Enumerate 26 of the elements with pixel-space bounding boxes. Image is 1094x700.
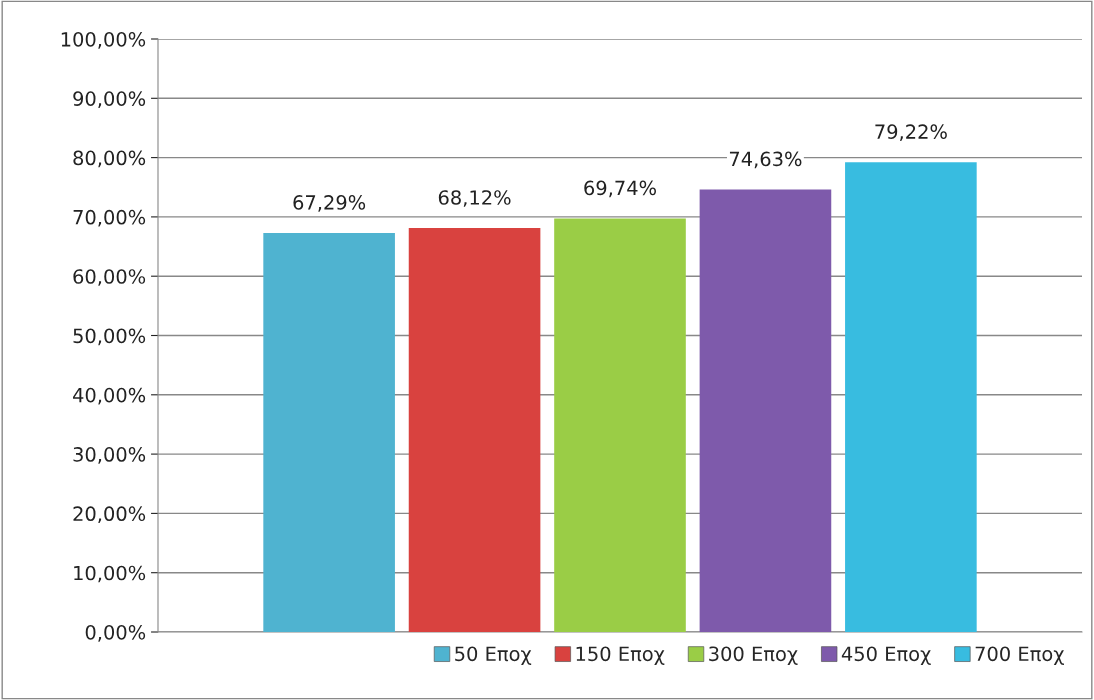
bar	[408, 228, 541, 632]
y-tick-label: 20,00%	[73, 506, 146, 524]
y-tick-label: 10,00%	[74, 565, 146, 583]
y-tick-label: 40,00%	[73, 387, 146, 405]
data-label: 79,22%	[875, 124, 947, 141]
y-tick-label: 50,00%	[73, 328, 146, 346]
y-tick-label: 60,00%	[73, 269, 146, 286]
legend-label: 50 Εποχ	[455, 646, 532, 665]
y-tick-label: 100,00%	[61, 31, 146, 49]
legend-label: 450 Εποχ	[841, 646, 931, 665]
bar	[263, 232, 395, 632]
bar	[699, 189, 832, 632]
bar	[845, 162, 977, 632]
bar	[554, 218, 686, 632]
y-tick-label: 80,00%	[73, 150, 146, 168]
data-label: 74,63%	[729, 151, 802, 169]
data-label: 69,74%	[584, 180, 656, 198]
data-label: 68,12%	[438, 190, 511, 207]
legend-label: 300 Εποχ	[709, 646, 798, 665]
legend-label: 700 Εποχ	[975, 646, 1064, 665]
y-tick-label: 70,00%	[73, 209, 146, 227]
legend-label: 150 Εποχ	[576, 646, 665, 665]
y-tick-label: 90,00%	[73, 91, 146, 108]
y-tick-label: 30,00%	[73, 447, 146, 464]
data-label: 67,29%	[293, 195, 366, 212]
y-tick-label: 0,00%	[85, 624, 146, 642]
